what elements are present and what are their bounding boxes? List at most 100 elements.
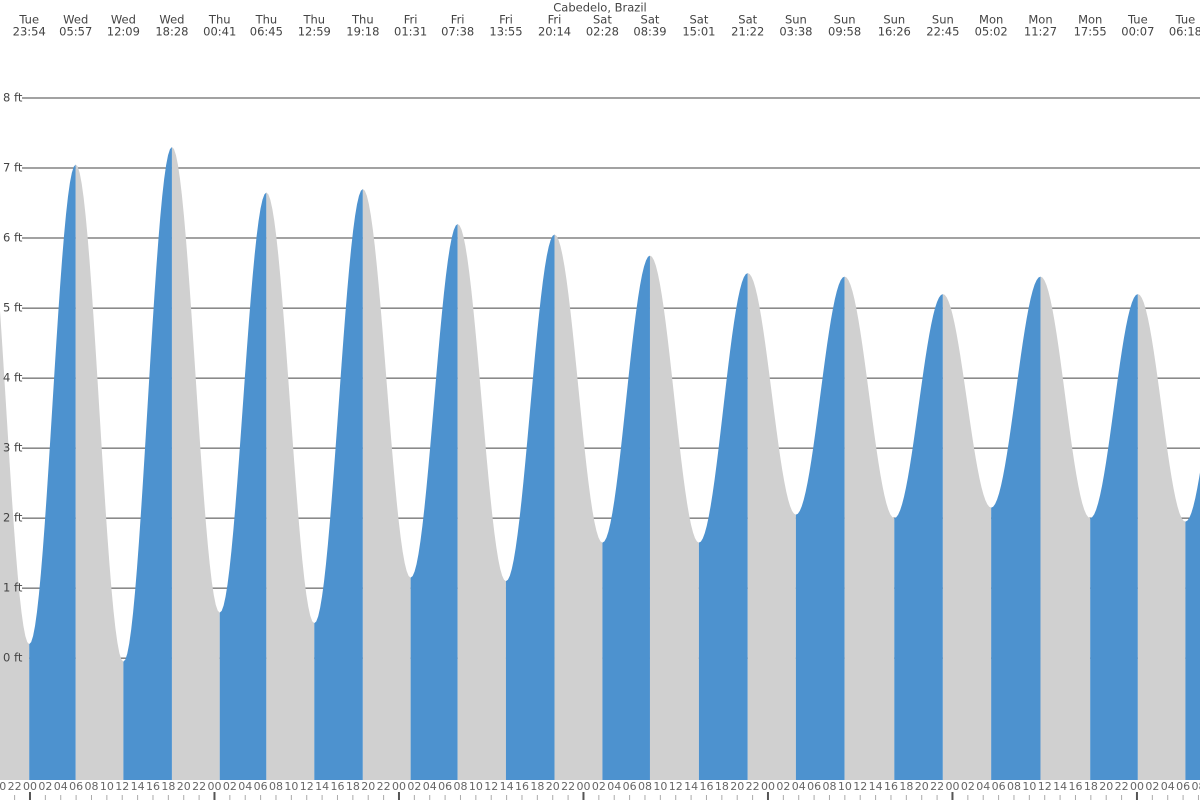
rising-tide [1090,294,1138,780]
extreme-day: Mon [979,13,1003,27]
falling-tide [649,255,699,780]
x-tick-label: 22 [930,780,944,793]
extreme-time: 17:55 [1074,25,1107,39]
rising-tide [219,192,267,780]
falling-tide [457,224,506,781]
falling-tide [0,310,30,780]
x-tick-label: 22 [1115,780,1129,793]
labels: 0 ft1 ft2 ft3 ft4 ft5 ft6 ft7 ft8 ftTue2… [0,13,1200,800]
x-tick-label: 06 [438,780,452,793]
extreme-day: Wed [111,13,136,27]
rising-tide [894,294,943,780]
x-tick-label: 00 [576,780,590,793]
x-tick-label: 18 [899,780,913,793]
extreme-day: Fri [451,13,465,27]
extreme-time: 16:26 [878,25,911,39]
extreme-day: Fri [548,13,562,27]
x-tick-label: 20 [361,780,375,793]
extreme-time: 01:31 [394,25,427,39]
falling-tide [747,273,796,780]
falling-tide [844,276,895,780]
extreme-time: 07:38 [441,25,474,39]
x-tick-label: 18 [715,780,729,793]
extreme-time: 06:45 [250,25,283,39]
x-tick-label: 04 [976,780,990,793]
x-tick-label: 20 [177,780,191,793]
x-tick-label: 22 [561,780,575,793]
extreme-day: Sat [593,13,612,27]
x-tick-label: 08 [269,780,283,793]
x-tick-label: 14 [684,780,698,793]
y-tick-label: 8 ft [3,91,23,105]
extreme-day: Tue [18,13,39,27]
x-tick-label: 02 [38,780,52,793]
x-tick-label: 16 [330,780,344,793]
falling-tide [942,294,992,780]
x-tick-label: 10 [100,780,114,793]
x-tick-label: 00 [945,780,959,793]
x-tick-label: 02 [592,780,606,793]
x-tick-label: 02 [776,780,790,793]
x-tick-label: 10 [653,780,667,793]
rising-tide [123,147,172,780]
grid [22,97,1200,659]
x-tick-label: 08 [638,780,652,793]
x-tick-label: 00 [761,780,775,793]
extreme-day: Sun [834,13,856,27]
x-tick-label: 14 [315,780,329,793]
x-tick-label: 20 [1099,780,1113,793]
extreme-day: Sun [785,13,807,27]
x-tick-label: 08 [1007,780,1021,793]
x-tick-label: 16 [515,780,529,793]
x-tick-label: 08 [84,780,98,793]
x-tick-label: 00 [1130,780,1144,793]
x-tick-label: 10 [1022,780,1036,793]
x-tick-label: 14 [869,780,883,793]
y-tick-label: 5 ft [3,301,23,315]
extreme-time: 13:55 [489,25,522,39]
y-tick-label: 6 ft [3,231,23,245]
y-tick-label: 7 ft [3,161,23,175]
y-tick-label: 1 ft [3,581,23,595]
falling-tide [75,164,124,781]
rising-tide [698,273,748,780]
x-tick-label: 00 [207,780,221,793]
x-tick-label: 10 [838,780,852,793]
x-tick-label: 06 [807,780,821,793]
x-tick-label: 06 [623,780,637,793]
x-tick-label: 18 [161,780,175,793]
x-tick-label: 14 [1053,780,1067,793]
x-tick-label: 12 [484,780,498,793]
x-tick-label: 12 [115,780,129,793]
rising-tide [991,276,1041,780]
x-tick-label: 06 [69,780,83,793]
extreme-time: 06:18 [1169,25,1200,39]
x-tick-label: 20 [915,780,929,793]
x-tick-label: 16 [1068,780,1082,793]
rising-tide [29,164,76,781]
rising-tide [1185,472,1200,780]
extreme-time: 00:07 [1121,25,1154,39]
extreme-time: 05:02 [975,25,1008,39]
x-tick-label: 04 [54,780,68,793]
x-tick-label: 04 [238,780,252,793]
extreme-time: 12:59 [298,25,331,39]
x-tick-label: 08 [822,780,836,793]
x-tick-label: 12 [669,780,683,793]
rising-tide [410,224,458,781]
x-tick-label: 06 [254,780,268,793]
x-tick-label: 16 [146,780,160,793]
extreme-day: Sun [932,13,954,27]
x-tick-label: 04 [792,780,806,793]
extreme-time: 18:28 [155,25,188,39]
extreme-day: Thu [302,13,325,27]
x-tick-label: 02 [223,780,237,793]
extreme-time: 09:58 [828,25,861,39]
falling-tide [362,189,411,781]
extreme-time: 20:14 [538,25,571,39]
extreme-day: Wed [159,13,184,27]
extreme-day: Sat [641,13,660,27]
x-tick-label: 20 [730,780,744,793]
extreme-time: 12:09 [107,25,140,39]
